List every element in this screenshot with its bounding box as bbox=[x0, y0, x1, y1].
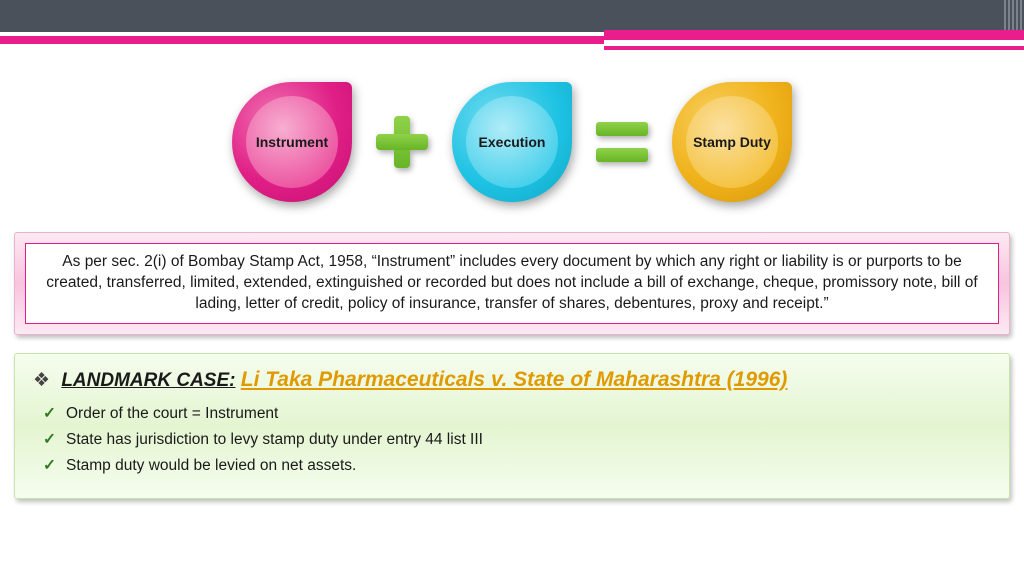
list-item: Stamp duty would be levied on net assets… bbox=[43, 456, 991, 475]
teardrop-stamp-duty: Stamp Duty bbox=[672, 82, 792, 202]
definition-box: As per sec. 2(i) of Bombay Stamp Act, 19… bbox=[14, 232, 1010, 335]
definition-text: As per sec. 2(i) of Bombay Stamp Act, 19… bbox=[25, 243, 999, 324]
accent-stripe bbox=[0, 36, 1024, 44]
diamond-bullet-icon: ❖ bbox=[33, 370, 50, 391]
teardrop-label: Instrument bbox=[246, 96, 338, 188]
top-bar-hatching bbox=[1004, 0, 1024, 32]
landmark-case-box: ❖ LANDMARK CASE: Li Taka Pharmaceuticals… bbox=[14, 353, 1010, 499]
case-label: LANDMARK CASE: bbox=[61, 370, 235, 391]
plus-icon bbox=[376, 116, 428, 168]
accent-stripe-right bbox=[604, 30, 1024, 40]
case-heading: ❖ LANDMARK CASE: Li Taka Pharmaceuticals… bbox=[33, 368, 991, 392]
teardrop-label: Stamp Duty bbox=[686, 96, 778, 188]
equals-icon bbox=[596, 122, 648, 162]
list-item: State has jurisdiction to levy stamp dut… bbox=[43, 430, 991, 449]
teardrop-instrument: Instrument bbox=[232, 82, 352, 202]
case-points-list: Order of the court = Instrument State ha… bbox=[33, 404, 991, 475]
case-name: Li Taka Pharmaceuticals v. State of Maha… bbox=[241, 368, 788, 391]
teardrop-execution: Execution bbox=[452, 82, 572, 202]
equation-row: Instrument Execution Stamp Duty bbox=[0, 72, 1024, 212]
slide-top-bar bbox=[0, 0, 1024, 32]
list-item: Order of the court = Instrument bbox=[43, 404, 991, 423]
teardrop-label: Execution bbox=[466, 96, 558, 188]
